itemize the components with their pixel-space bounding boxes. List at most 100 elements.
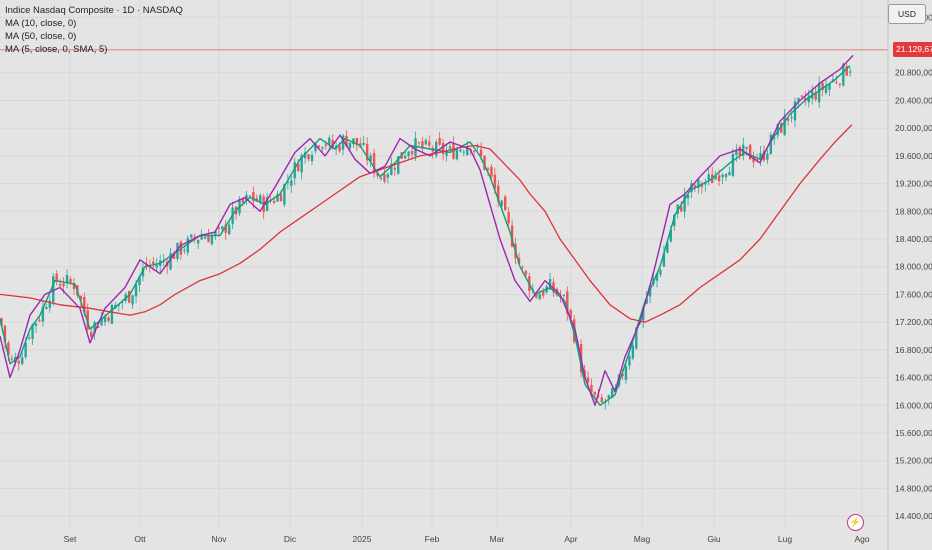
candle-body	[155, 265, 158, 268]
candle-body	[145, 263, 148, 268]
candle-body	[521, 266, 524, 268]
y-tick-label: 17.600,00	[895, 289, 932, 299]
x-tick-label: Nov	[211, 534, 227, 544]
candle-body	[31, 324, 34, 339]
y-tick-label: 16.000,00	[895, 400, 932, 410]
candle-body	[58, 284, 62, 286]
candle-body	[600, 397, 603, 402]
candle-body	[766, 153, 769, 160]
candle-body	[48, 300, 51, 308]
candle-body	[272, 200, 276, 203]
candle-body	[38, 320, 41, 322]
candle-body	[0, 318, 3, 326]
y-tick-label: 18.800,00	[895, 206, 932, 216]
candle-body	[679, 206, 683, 212]
candle-body	[424, 139, 428, 145]
candle-body	[210, 234, 214, 245]
candle-body	[497, 185, 500, 202]
x-tick-label: Mag	[634, 534, 651, 544]
candle-body	[372, 153, 376, 174]
candle-body	[738, 146, 741, 156]
candle-body	[386, 174, 390, 178]
candle-body	[203, 237, 207, 239]
x-tick-label: 2025	[353, 534, 372, 544]
candle-body	[172, 252, 176, 259]
y-tick-label: 19.600,00	[895, 151, 932, 161]
candle-body	[52, 276, 55, 303]
candle-body	[697, 179, 700, 188]
candle-body	[693, 185, 697, 189]
candle-body	[72, 283, 76, 290]
indicator-ma10[interactable]: MA (10, close, 0)	[5, 18, 77, 29]
candle-body	[283, 184, 286, 205]
candle-body	[286, 181, 290, 183]
candle-body	[183, 249, 186, 252]
ma10-line[interactable]	[0, 65, 851, 406]
candle-body	[366, 143, 369, 161]
candle-body	[10, 358, 14, 360]
candle-body	[493, 174, 497, 189]
candle-body	[134, 284, 138, 297]
candle-body	[86, 310, 89, 330]
candle-body	[338, 145, 341, 152]
candle-body	[617, 374, 621, 386]
candle-body	[607, 395, 610, 399]
candle-body	[835, 82, 838, 84]
indicator-ma50[interactable]: MA (50, close, 0)	[5, 31, 77, 42]
candle-body	[479, 149, 483, 156]
candle-body	[821, 82, 824, 90]
candle-body	[217, 227, 221, 229]
candle-body	[379, 177, 383, 180]
x-tick-label: Dic	[284, 534, 297, 544]
y-tick-label: 19.200,00	[895, 179, 932, 189]
candle-body	[462, 151, 465, 153]
candle-body	[93, 322, 96, 334]
candle-body	[241, 198, 245, 203]
candle-body	[769, 134, 773, 155]
candle-body	[221, 226, 224, 230]
candle-body	[562, 294, 566, 296]
candle-body	[96, 326, 100, 329]
ma5-line[interactable]	[0, 54, 854, 406]
y-tick-label: 20.000,00	[895, 123, 932, 133]
candle-body	[121, 302, 124, 304]
y-tick-label: 18.000,00	[895, 262, 932, 272]
candle-body	[290, 180, 293, 186]
candle-body	[103, 316, 107, 323]
candle-body	[504, 196, 507, 211]
candle-body	[849, 71, 852, 73]
candle-body	[355, 137, 359, 146]
candle-body	[721, 174, 724, 178]
x-tick-label: Ott	[134, 534, 146, 544]
candle-body	[79, 295, 83, 301]
candle-body	[45, 307, 48, 309]
currency-button[interactable]: USD	[888, 4, 926, 24]
candle-body	[845, 66, 848, 76]
candle-body	[21, 357, 24, 364]
candle-body	[838, 83, 842, 85]
candle-body	[472, 150, 476, 152]
candle-body	[552, 282, 555, 293]
candle-body	[448, 146, 452, 149]
y-tick-label: 20.800,00	[895, 68, 932, 78]
x-tick-label: Apr	[564, 534, 577, 544]
candle-body	[383, 173, 386, 182]
candle-body	[83, 296, 86, 313]
candle-body	[459, 149, 462, 152]
candle-body	[452, 143, 455, 159]
candle-body	[300, 155, 303, 173]
candle-body	[331, 140, 334, 148]
lightning-icon[interactable]: ⚡	[847, 514, 864, 531]
candle-body	[666, 242, 669, 253]
candle-body	[655, 273, 659, 281]
indicator-ma5[interactable]: MA (5, close, 0, SMA, 5)	[5, 44, 108, 55]
y-tick-label: 14.800,00	[895, 483, 932, 493]
candle-body	[735, 149, 738, 155]
candle-body	[752, 157, 755, 163]
symbol-title[interactable]: Indice Nasdaq Composite · 1D · NASDAQ	[5, 5, 183, 16]
ma50-line[interactable]	[0, 124, 853, 323]
candle-body	[127, 291, 131, 303]
candle-body	[345, 135, 348, 147]
candle-body	[362, 142, 365, 145]
